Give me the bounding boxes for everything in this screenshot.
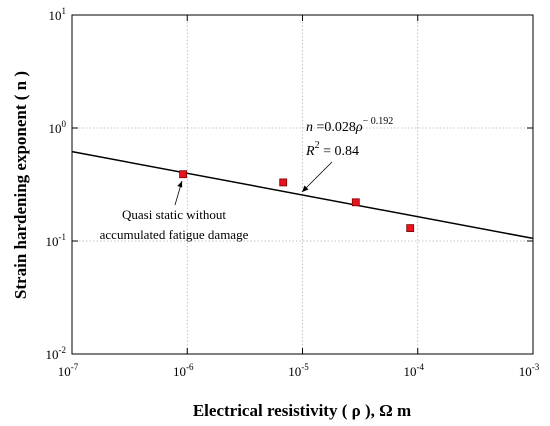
y-tick-label: 10-2 — [46, 345, 67, 362]
data-point — [279, 178, 288, 187]
grid-lines — [72, 15, 533, 354]
note-line-1: Quasi static without — [122, 207, 226, 222]
y-tick-label: 100 — [49, 119, 67, 136]
fit-line — [71, 150, 534, 240]
y-tick-labels: 10-2 10-1 100 101 — [46, 6, 67, 362]
y-tick-label: 10-1 — [46, 232, 67, 249]
x-tick-label: 10-6 — [173, 362, 194, 379]
x-tick-label: 10-4 — [404, 362, 425, 379]
data-point — [351, 198, 360, 207]
y-axis-title: Strain hardening exponent ( n ) — [11, 71, 30, 299]
fit-equation: n =0.028ρ− 0.192 — [306, 116, 393, 135]
data-point — [179, 170, 187, 179]
data-points — [179, 170, 415, 233]
note-line-2: accumulated fatigue damage — [100, 227, 249, 242]
equation-arrow — [301, 161, 333, 193]
r-squared-label: R2 = 0.84 — [305, 140, 359, 159]
x-tick-labels: 10-7 10-6 10-5 10-4 10-3 — [58, 362, 540, 379]
x-tick-label: 10-7 — [58, 362, 79, 379]
x-tick-label: 10-3 — [519, 362, 540, 379]
x-tick-label: 10-5 — [288, 362, 309, 379]
data-point — [406, 224, 415, 233]
axis-ticks — [71, 14, 534, 355]
x-axis-title: Electrical resistivity ( ρ ), Ω m — [193, 401, 411, 420]
y-tick-label: 101 — [49, 6, 67, 23]
equation-arrowhead — [302, 185, 309, 192]
note-arrowhead — [177, 181, 183, 188]
